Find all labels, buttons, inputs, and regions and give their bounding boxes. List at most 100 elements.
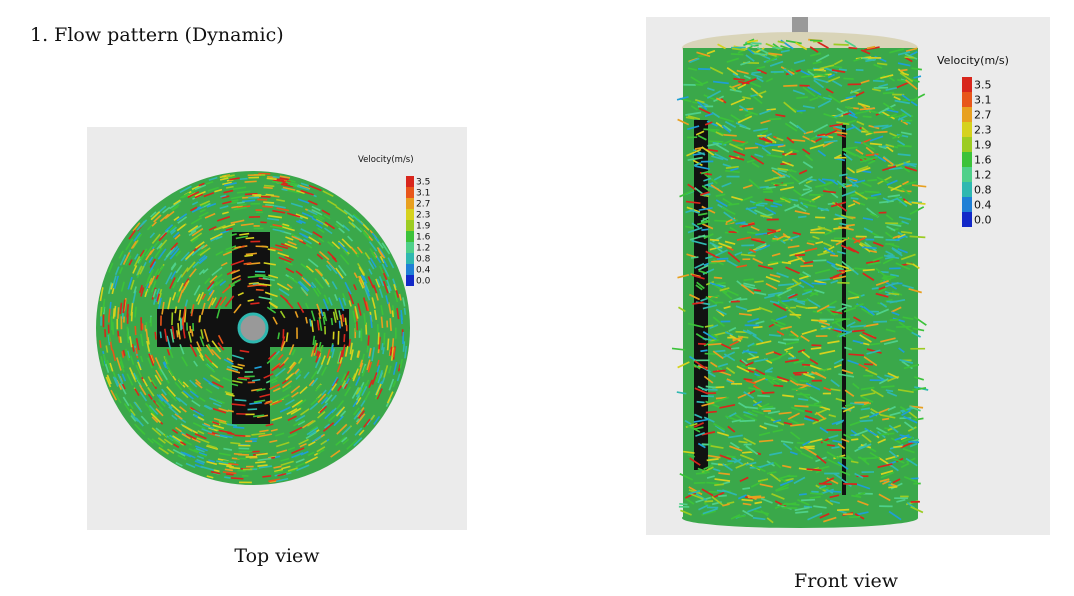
flow-arrow: [782, 181, 795, 185]
flow-arrow: [247, 275, 262, 279]
flow-arrow: [303, 238, 312, 245]
flow-arrow: [843, 152, 853, 161]
flow-arrow: [167, 225, 177, 233]
flow-arrow: [712, 316, 726, 328]
flow-arrow: [695, 284, 703, 291]
flow-arrow: [908, 411, 918, 419]
flow-arrow: [213, 273, 223, 282]
flow-arrow: [747, 317, 760, 323]
flow-arrow: [204, 357, 215, 368]
flow-arrow: [314, 268, 323, 277]
flow-arrow: [149, 232, 156, 239]
flow-arrow: [367, 335, 370, 346]
flow-arrow: [697, 442, 706, 449]
flow-arrow: [802, 105, 815, 109]
flow-arrow: [244, 192, 258, 196]
flow-arrow: [753, 52, 768, 56]
flow-arrow: [108, 333, 111, 342]
flow-arrow: [172, 231, 180, 239]
flow-arrow: [203, 405, 212, 410]
flow-arrow: [237, 292, 244, 297]
flow-arrow: [316, 303, 322, 314]
flow-arrow: [830, 239, 844, 243]
flow-arrow: [310, 377, 319, 387]
flow-arrow: [880, 110, 895, 120]
flow-arrow: [843, 112, 852, 116]
flow-arrow: [831, 264, 840, 271]
flow-arrow: [167, 448, 175, 454]
flow-arrow: [844, 403, 853, 407]
flow-arrow: [852, 382, 860, 390]
flow-arrow: [276, 282, 290, 291]
flow-arrow: [197, 248, 207, 256]
flow-arrow: [210, 236, 219, 242]
flow-arrow: [713, 276, 723, 280]
flow-arrow: [192, 261, 200, 269]
flow-arrow: [709, 282, 724, 289]
flow-arrow: [363, 281, 369, 291]
flow-arrow: [861, 433, 872, 443]
flow-arrow: [752, 334, 764, 343]
flow-arrow: [741, 364, 749, 369]
flow-arrow: [171, 203, 180, 211]
flow-arrow: [701, 401, 715, 407]
flow-arrow: [838, 509, 847, 514]
flow-arrow: [849, 420, 861, 427]
flow-arrow: [767, 410, 780, 415]
flow-arrow: [733, 77, 745, 81]
flow-arrow: [901, 220, 910, 225]
flow-arrow: [694, 360, 709, 371]
flow-arrow: [262, 205, 273, 208]
flow-arrow: [792, 188, 802, 197]
flow-arrow: [721, 206, 736, 216]
flow-arrow: [702, 337, 712, 341]
flow-arrow: [298, 280, 310, 292]
flow-arrow: [195, 241, 205, 249]
flow-arrow: [272, 316, 278, 325]
flow-arrow: [99, 287, 104, 302]
flow-arrow: [189, 344, 198, 357]
flow-arrow: [206, 445, 219, 450]
flow-arrow: [332, 311, 337, 323]
flow-arrow: [196, 458, 206, 464]
flow-arrow: [885, 143, 895, 148]
flow-arrow: [136, 233, 143, 241]
flow-arrow: [267, 248, 276, 252]
flow-arrow: [122, 349, 126, 357]
flow-arrow: [175, 396, 182, 403]
flow-arrow: [295, 374, 302, 380]
flow-arrow: [897, 248, 908, 254]
flow-arrow: [232, 379, 243, 384]
flow-arrow: [242, 199, 256, 203]
flow-arrow: [359, 359, 364, 368]
flow-arrow: [801, 148, 811, 155]
flow-arrow: [328, 263, 338, 275]
flow-arrow: [886, 391, 898, 397]
flow-arrow: [286, 408, 298, 415]
flow-arrow: [856, 165, 869, 172]
flow-arrow: [851, 329, 865, 333]
flow-arrow: [758, 461, 774, 469]
flow-arrow: [891, 290, 903, 296]
flow-arrow: [736, 69, 749, 75]
flow-arrow: [833, 43, 849, 46]
flow-arrow: [786, 136, 795, 144]
flow-arrow: [807, 239, 816, 243]
flow-arrow: [226, 365, 239, 372]
flow-arrow: [320, 439, 328, 446]
flow-arrow: [745, 361, 754, 367]
flow-arrow: [128, 367, 136, 381]
baffle: [842, 125, 846, 495]
flow-arrow: [894, 434, 910, 441]
flow-arrow: [685, 225, 694, 229]
flow-arrow: [312, 287, 320, 297]
flow-arrow: [181, 391, 189, 399]
flow-arrow: [697, 134, 707, 141]
flow-arrow: [206, 444, 218, 449]
flow-arrow: [778, 283, 795, 287]
flow-arrow: [879, 200, 894, 204]
flow-arrow: [700, 216, 710, 223]
flow-arrow: [886, 225, 896, 232]
flow-arrow: [763, 422, 779, 428]
flow-arrow: [271, 379, 278, 384]
